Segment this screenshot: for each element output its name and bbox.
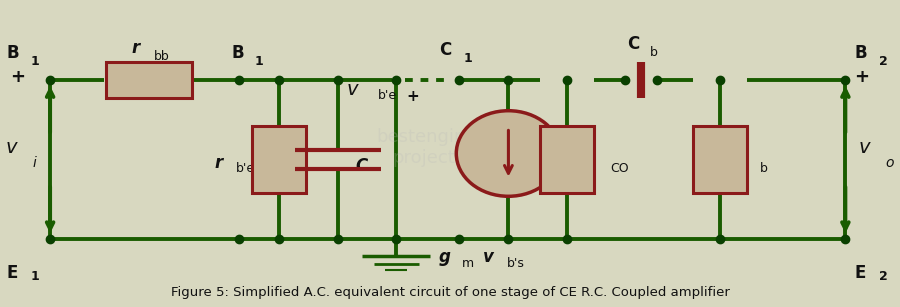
Text: E: E [7, 263, 18, 282]
Text: v: v [5, 138, 17, 157]
Bar [540, 126, 594, 193]
Text: C: C [627, 35, 640, 52]
Text: v: v [346, 80, 358, 99]
Text: R: R [583, 154, 596, 172]
Bar [693, 126, 746, 193]
Text: bestengineering
projects.com: bestengineering projects.com [376, 128, 524, 167]
Text: 2: 2 [878, 270, 887, 283]
Text: 1: 1 [31, 55, 39, 68]
Text: bb: bb [154, 50, 169, 63]
Text: b'e: b'e [236, 162, 256, 175]
Text: +: + [10, 68, 24, 86]
Text: B: B [7, 44, 20, 62]
Text: 2: 2 [878, 55, 887, 68]
Text: R: R [736, 154, 749, 172]
Text: b: b [650, 46, 658, 59]
Text: r: r [131, 39, 140, 57]
Text: b: b [760, 162, 768, 175]
Bar [252, 126, 306, 193]
Text: g: g [438, 248, 450, 266]
Ellipse shape [456, 111, 561, 196]
Text: E: E [854, 263, 866, 282]
Text: 1: 1 [31, 270, 39, 283]
Text: C: C [356, 157, 368, 175]
Text: b's: b's [507, 257, 525, 270]
Text: B: B [231, 44, 244, 62]
Bar [106, 62, 192, 99]
Text: r: r [214, 154, 223, 172]
Text: B: B [854, 44, 867, 62]
Text: m: m [462, 257, 473, 270]
Text: v: v [859, 138, 870, 157]
Text: v: v [483, 248, 494, 266]
Text: b'e: b'e [378, 89, 397, 102]
Text: o: o [886, 156, 895, 170]
Text: 1: 1 [464, 52, 472, 65]
Text: C: C [439, 41, 452, 59]
Text: +: + [854, 68, 869, 86]
Text: Figure 5: Simplified A.C. equivalent circuit of one stage of CE R.C. Coupled amp: Figure 5: Simplified A.C. equivalent cir… [171, 286, 729, 299]
Text: 1: 1 [255, 55, 264, 68]
Text: i: i [32, 156, 36, 170]
Text: CO: CO [610, 162, 628, 175]
Text: +: + [407, 89, 419, 104]
